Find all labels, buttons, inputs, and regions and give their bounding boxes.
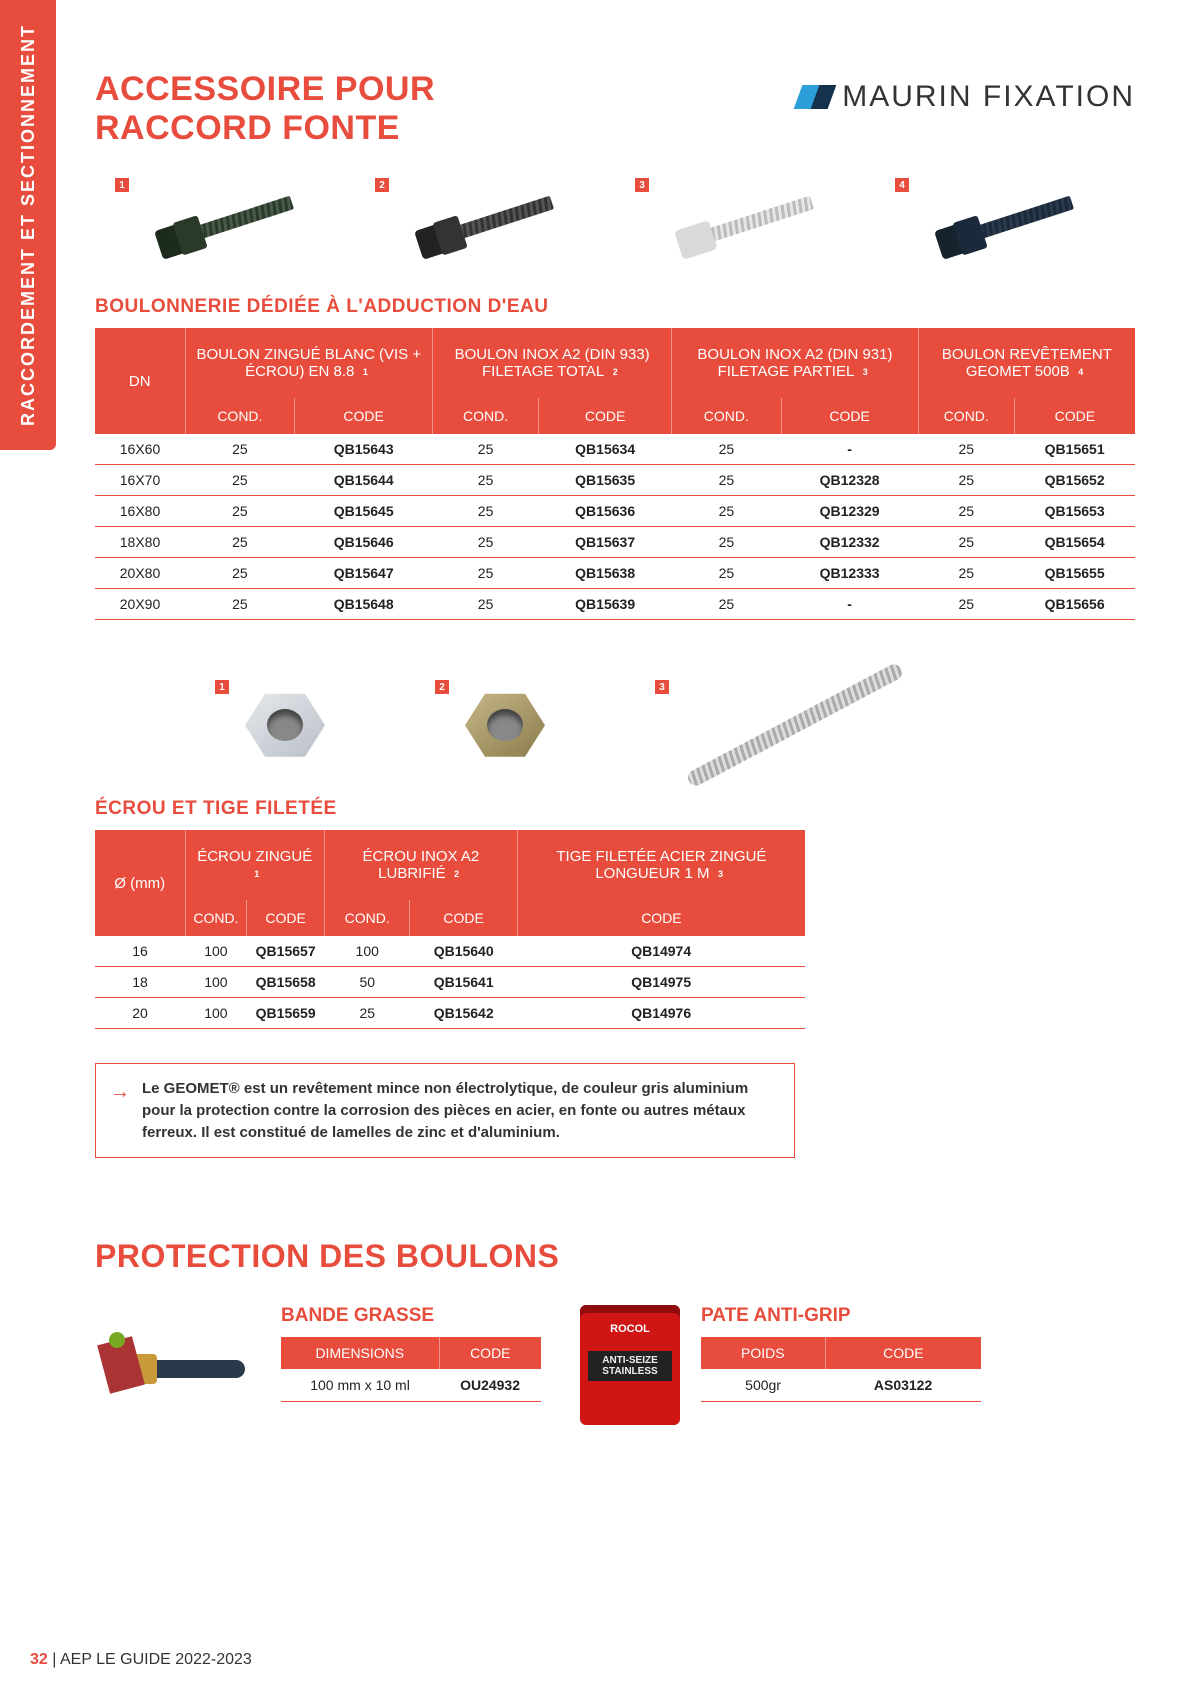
td-dn: 20X90 bbox=[95, 589, 185, 620]
table-boulonnerie: DN BOULON ZINGUÉ BLANC (VIS + ÉCROU) EN … bbox=[95, 328, 1135, 620]
pate-title: PATE ANTI-GRIP bbox=[701, 1305, 1015, 1327]
product-fig: 3 bbox=[655, 680, 935, 770]
td-dn: 20X80 bbox=[95, 558, 185, 589]
product-fig: 1 bbox=[215, 680, 355, 770]
page-title-line2: RACCORD FONTE bbox=[95, 109, 1135, 148]
product-fig: 3 bbox=[635, 178, 855, 268]
td-dn: 18X80 bbox=[95, 527, 185, 558]
brand-logo: MAURIN FIXATION bbox=[798, 80, 1135, 114]
product-fig: 2 bbox=[375, 178, 595, 268]
product-row-nuts: 1 2 3 bbox=[95, 670, 1135, 780]
th-group: BOULON ZINGUÉ BLANC (VIS + ÉCROU) EN 8.8… bbox=[185, 328, 433, 398]
product-badge: 3 bbox=[635, 178, 649, 192]
side-tab-label: RACCORDEMENT ET SECTIONNEMENT bbox=[18, 24, 39, 426]
product-fig: 2 bbox=[435, 680, 575, 770]
th-group: BOULON REVÊTEMENT GEOMET 500B4 bbox=[918, 328, 1135, 398]
section-title-protection: PROTECTION DES BOULONS bbox=[95, 1238, 1135, 1275]
product-fig: 4 bbox=[895, 178, 1115, 268]
side-tab: RACCORDEMENT ET SECTIONNEMENT bbox=[0, 0, 56, 450]
product-badge: 2 bbox=[435, 680, 449, 694]
th-dn: Ø (mm) bbox=[95, 830, 185, 936]
th-group: BOULON INOX A2 (DIN 931) FILETAGE PARTIE… bbox=[672, 328, 919, 398]
info-note: → Le GEOMET® est un revêtement mince non… bbox=[95, 1063, 795, 1158]
page-footer: 32 | AEP LE GUIDE 2022-2023 bbox=[30, 1651, 252, 1669]
arrow-icon: → bbox=[110, 1078, 130, 1107]
pate-image: ROCOL ANTI-SEIZE STAINLESS bbox=[575, 1305, 685, 1425]
brand-icon bbox=[794, 85, 837, 109]
table-pate: POIDS CODE 500gr AS03122 bbox=[701, 1337, 981, 1402]
page-number: 32 bbox=[30, 1651, 48, 1668]
td-dn: 16X60 bbox=[95, 434, 185, 465]
product-badge: 2 bbox=[375, 178, 389, 192]
td-dn: 16X70 bbox=[95, 465, 185, 496]
product-row-bolts: 1 2 3 4 bbox=[95, 168, 1135, 278]
th-group: ÉCROU INOX A2 LUBRIFIÉ2 bbox=[324, 830, 517, 900]
section-title-boulonnerie: BOULONNERIE DÉDIÉE À L'ADDUCTION D'EAU bbox=[95, 296, 1135, 318]
th-group: TIGE FILETÉE ACIER ZINGUÉ LONGUEUR 1 M3 bbox=[517, 830, 805, 900]
product-badge: 3 bbox=[655, 680, 669, 694]
table-ecrou: Ø (mm) ÉCROU ZINGUÉ1 ÉCROU INOX A2 LUBRI… bbox=[95, 830, 805, 1029]
bande-title: BANDE GRASSE bbox=[281, 1305, 541, 1327]
table-bande: DIMENSIONS CODE 100 mm x 10 ml OU24932 bbox=[281, 1337, 541, 1402]
th-group: BOULON INOX A2 (DIN 933) FILETAGE TOTAL2 bbox=[433, 328, 672, 398]
product-fig: 1 bbox=[115, 178, 335, 268]
product-badge: 1 bbox=[215, 680, 229, 694]
product-badge: 4 bbox=[895, 178, 909, 192]
th-group: ÉCROU ZINGUÉ1 bbox=[185, 830, 324, 900]
product-badge: 1 bbox=[115, 178, 129, 192]
brand-text: MAURIN FIXATION bbox=[842, 80, 1135, 114]
note-text: Le GEOMET® est un revêtement mince non é… bbox=[142, 1078, 776, 1143]
th-dn: DN bbox=[95, 328, 185, 434]
bande-image bbox=[95, 1305, 265, 1425]
td-dn: 16X80 bbox=[95, 496, 185, 527]
section-title-ecrou: ÉCROU ET TIGE FILETÉE bbox=[95, 798, 1135, 820]
